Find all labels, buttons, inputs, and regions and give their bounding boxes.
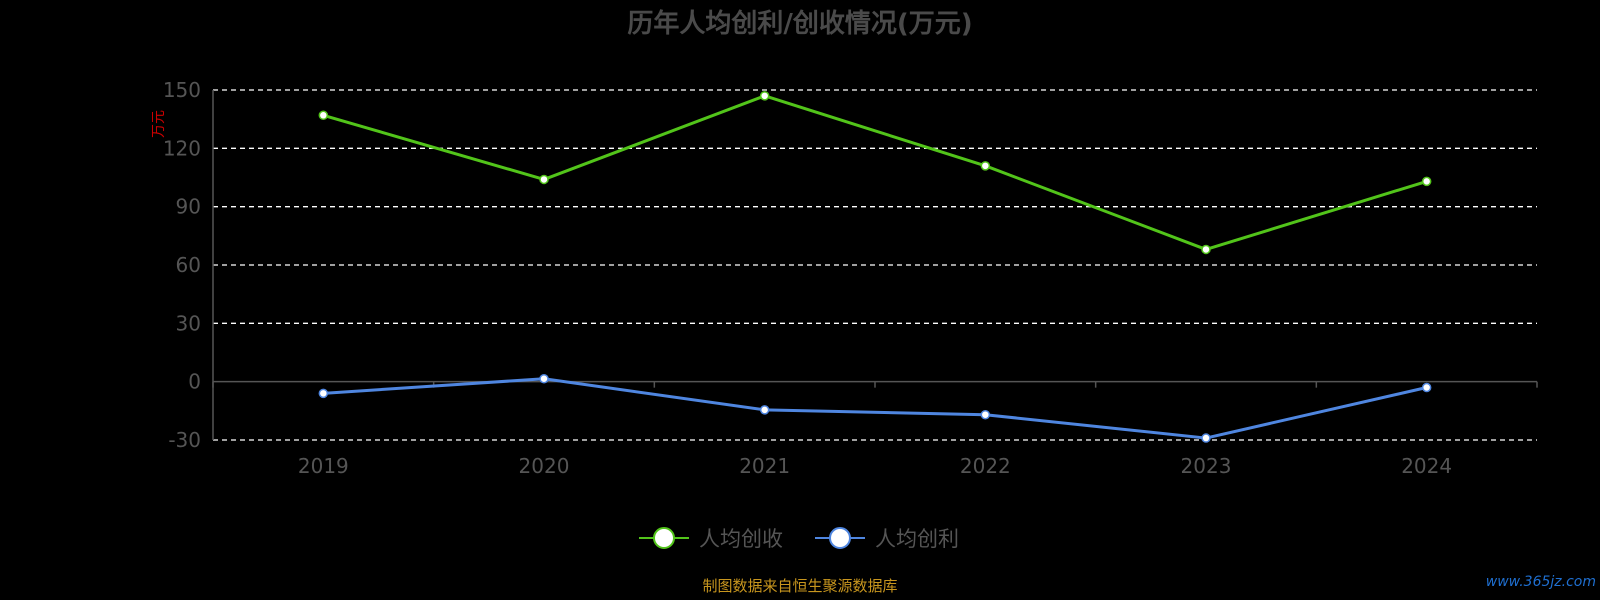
x-tick-label: 2022 bbox=[960, 454, 1011, 478]
legend: 人均创收 人均创利 bbox=[639, 527, 959, 551]
data-point bbox=[759, 91, 770, 101]
chart-title: 历年人均创利/创收情况(万元) bbox=[627, 8, 972, 39]
data-point bbox=[1201, 244, 1211, 255]
data-point bbox=[1421, 382, 1432, 393]
data-point bbox=[1201, 433, 1211, 443]
series-lines bbox=[318, 91, 1432, 443]
data-point bbox=[318, 388, 329, 399]
data-point bbox=[539, 374, 549, 384]
y-tick-label: 120 bbox=[163, 136, 201, 160]
y-tick-label: 150 bbox=[163, 78, 201, 102]
x-tick-label: 2019 bbox=[298, 454, 349, 478]
x-tick-labels: 2019 2020 2021 2022 2023 2024 bbox=[298, 454, 1452, 478]
x-tick-label: 2023 bbox=[1181, 454, 1232, 478]
y-tick-labels: 150 120 90 60 30 0 -30 bbox=[163, 78, 201, 452]
y-tick-label: 60 bbox=[176, 253, 201, 277]
x-tick-label: 2021 bbox=[739, 454, 790, 478]
series-line-2 bbox=[323, 377, 1428, 440]
y-tick-label: 30 bbox=[176, 311, 201, 335]
legend-label: 人均创收 bbox=[699, 527, 783, 551]
data-point bbox=[980, 409, 991, 420]
y-tick-label: -30 bbox=[168, 428, 201, 452]
data-point bbox=[539, 174, 549, 185]
y-tick-label: 0 bbox=[188, 370, 201, 394]
legend-label: 人均创利 bbox=[875, 527, 959, 551]
data-source-note: 制图数据来自恒生聚源数据库 bbox=[702, 577, 897, 595]
data-point bbox=[1421, 176, 1432, 187]
data-point bbox=[980, 161, 991, 171]
axes bbox=[212, 90, 1538, 440]
data-point bbox=[759, 405, 770, 415]
x-tick-label: 2024 bbox=[1401, 454, 1452, 478]
series-line-1 bbox=[322, 94, 1428, 251]
legend-marker bbox=[829, 527, 851, 549]
y-axis-unit: 万元 bbox=[151, 110, 167, 138]
y-tick-label: 90 bbox=[176, 195, 201, 219]
watermark: www.365jz.com bbox=[1486, 574, 1596, 590]
legend-marker bbox=[653, 527, 675, 549]
x-tick-label: 2020 bbox=[519, 454, 570, 478]
data-point bbox=[318, 110, 329, 121]
